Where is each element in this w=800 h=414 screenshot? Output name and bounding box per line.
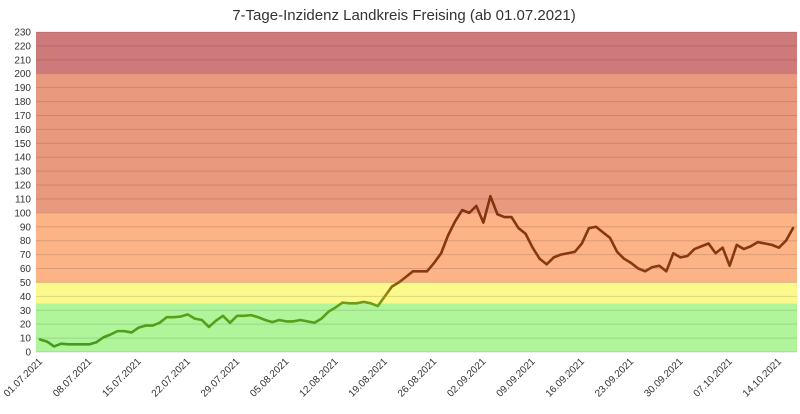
x-tick-label-02.09.2021: 02.09.2021 [445,356,488,399]
gridlines [36,31,797,353]
y-tick-label-180: 180 [14,97,31,108]
band-3 [36,73,797,213]
band-1 [36,282,797,304]
x-tick-label-19.08.2021: 19.08.2021 [347,356,390,399]
y-tick-label-160: 160 [14,125,31,136]
y-tick-label-50: 50 [20,278,32,289]
y-tick-label-10: 10 [20,334,32,345]
x-tick-label-01.07.2021: 01.07.2021 [2,356,45,399]
y-tick-label-30: 30 [20,306,32,317]
x-tick-label-09.09.2021: 09.09.2021 [495,356,538,399]
x-tick-label-30.09.2021: 30.09.2021 [642,356,685,399]
x-tick-label-26.08.2021: 26.08.2021 [396,356,439,399]
band-0 [36,303,797,352]
y-tick-label-190: 190 [14,83,31,94]
x-tick-label-08.07.2021: 08.07.2021 [51,356,94,399]
x-tick-label-16.09.2021: 16.09.2021 [544,356,587,399]
x-tick-label-07.10.2021: 07.10.2021 [692,356,735,399]
y-tick-label-60: 60 [20,264,32,275]
y-tick-label-70: 70 [20,250,32,261]
x-tick-label-12.08.2021: 12.08.2021 [298,356,341,399]
y-tick-label-210: 210 [14,55,31,66]
y-tick-label-140: 140 [14,153,31,164]
y-tick-label-90: 90 [20,222,32,233]
y-tick-label-170: 170 [14,111,31,122]
x-tick-label-14.10.2021: 14.10.2021 [741,356,784,399]
y-tick-label-20: 20 [20,320,32,331]
band-4 [36,32,797,74]
y-axis-tick-labels: 0 10 20 30 40 50 60 70 80 90 100 110 120 130 140 150 160… [14,28,31,359]
y-tick-label-130: 130 [14,167,31,178]
y-tick-label-100: 100 [14,208,31,219]
series-path [38,194,795,348]
y-tick-label-150: 150 [14,139,31,150]
threshold-bands [36,32,797,352]
chart-title: 7-Tage-Inzidenz Landkreis Freising (ab 0… [232,7,576,24]
x-tick-label-29.07.2021: 29.07.2021 [199,356,242,399]
x-tick-label-15.07.2021: 15.07.2021 [100,356,143,399]
x-axis-tick-labels: 01.07.2021 08.07.2021 15.07.2021 22.07.2021… [2,356,784,399]
y-tick-label-230: 230 [14,28,31,39]
y-tick-label-200: 200 [14,69,31,80]
y-tick-label-220: 220 [14,41,31,52]
x-tick-label-23.09.2021: 23.09.2021 [593,356,636,399]
y-tick-label-80: 80 [20,236,32,247]
x-tick-label-05.08.2021: 05.08.2021 [248,356,291,399]
x-tick-label-22.07.2021: 22.07.2021 [150,356,193,399]
y-tick-label-110: 110 [15,194,31,205]
y-tick-label-120: 120 [14,181,31,192]
y-tick-label-40: 40 [20,292,32,303]
y-tick-label-0: 0 [25,348,31,359]
series-line [38,194,795,348]
